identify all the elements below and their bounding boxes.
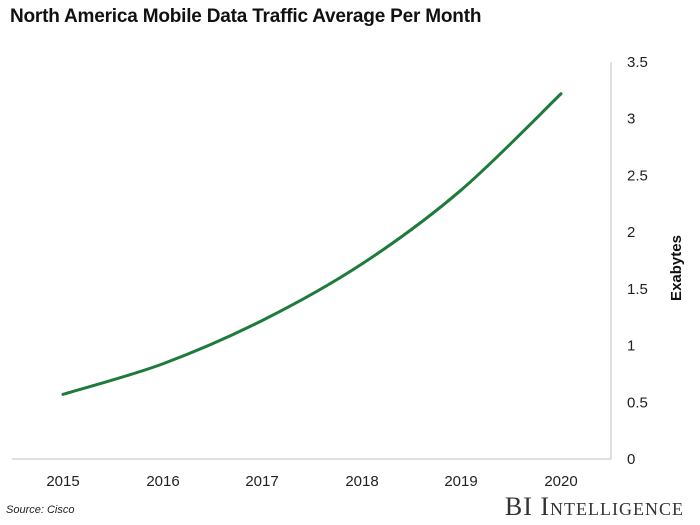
x-tick-label: 2020: [544, 473, 577, 490]
y-tick-label: 2.5: [627, 167, 648, 184]
x-tick-label: 2017: [245, 473, 278, 490]
y-tick-label: 2: [627, 224, 635, 241]
y-tick-label: 3: [627, 111, 635, 128]
y-tick-label: 0.5: [627, 394, 648, 411]
x-tick-label: 2019: [444, 473, 477, 490]
x-tick-label: 2018: [345, 473, 378, 490]
source-note: Source: Cisco: [6, 504, 75, 516]
x-tick-label: 2016: [146, 473, 179, 490]
chart-title: North America Mobile Data Traffic Averag…: [10, 6, 482, 27]
y-tick-label: 1: [627, 338, 635, 355]
y-tick-label: 1.5: [627, 281, 648, 298]
brand-logo: BI Intelligence: [504, 492, 684, 521]
y-axis-title: Exabytes: [668, 235, 685, 301]
y-tick-label: 0: [627, 451, 635, 468]
x-tick-label: 2015: [46, 473, 79, 490]
y-tick-label: 3.5: [627, 54, 648, 71]
series-line-exabytes: [61, 92, 563, 396]
